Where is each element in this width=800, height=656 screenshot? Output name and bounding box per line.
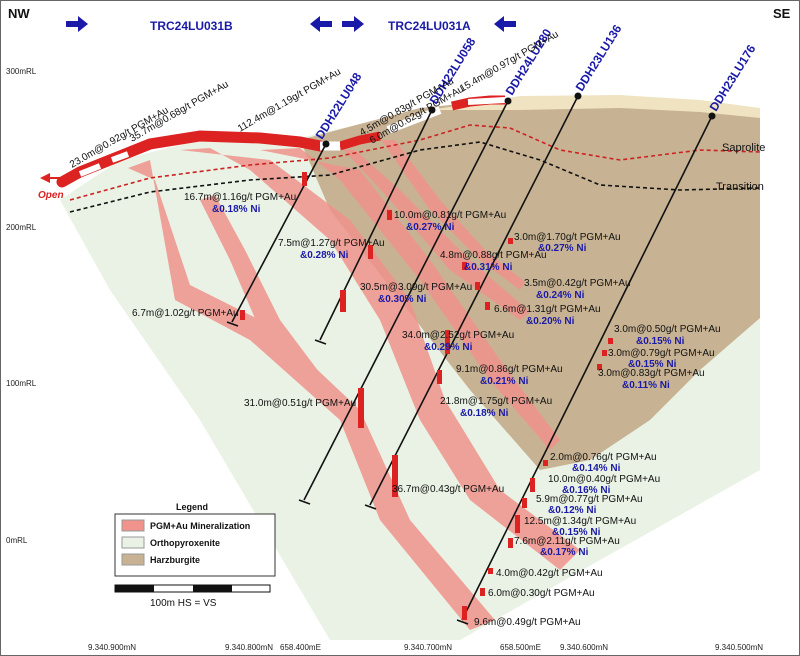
- intercept-pgm: 6.0m@0.30g/t PGM+Au: [488, 588, 595, 599]
- northing-700: 9.340.700mN: [404, 643, 452, 652]
- intercept-pgm: 9.1m@0.86g/t PGM+Au: [456, 364, 563, 375]
- intercept-pgm: 3.0m@0.79g/t PGM+Au: [608, 348, 715, 359]
- intercept-pgm: 3.5m@0.42g/t PGM+Au: [524, 278, 631, 289]
- transition-line: [69, 141, 761, 213]
- surface-gap-2: [110, 151, 130, 163]
- scale-label: 100m HS = VS: [150, 598, 217, 609]
- intercept-pgm: 7.6m@2.11g/t PGM+Au: [514, 536, 620, 547]
- legend-item-label: Harzburgite: [150, 555, 200, 565]
- intercept-ni: &0.27% Ni: [538, 243, 587, 254]
- legend: Legend PGM+Au Mineralization Orthopyroxe…: [114, 502, 276, 577]
- legend-title: Legend: [176, 502, 208, 512]
- surface-mineralized-line-2: [338, 131, 381, 151]
- intercept-pgm: 10.0m@0.40g/t PGM+Au: [548, 474, 660, 485]
- elevation-100: 100mRL: [6, 379, 37, 388]
- intercept-pgm: 6.6m@1.31g/t PGM+Au: [494, 304, 601, 315]
- intercept-ni: &0.28% Ni: [300, 250, 349, 261]
- surface-cap: [430, 95, 760, 118]
- elevation-200: 200mRL: [6, 223, 37, 232]
- drill-holes: [231, 95, 713, 621]
- intercept-ni: &0.21% Ni: [480, 376, 529, 387]
- easting-400: 658.400mE: [280, 643, 321, 652]
- intercept-pgm: 3.0m@1.70g/t PGM+Au: [514, 232, 621, 243]
- section-label-b: TRC24LU031B: [150, 19, 233, 33]
- intercept-ni: &0.11% Ni: [622, 380, 670, 391]
- section-label-a: TRC24LU031A: [388, 19, 471, 33]
- intercept-ni: &0.30% Ni: [378, 294, 427, 305]
- arrow-left-icon: [494, 16, 516, 32]
- intercept-pgm: 36.7m@0.43g/t PGM+Au: [392, 484, 504, 495]
- intercept-pgm: 12.5m@1.34g/t PGM+Au: [524, 516, 636, 527]
- intercept-ni: &0.24% Ni: [536, 290, 585, 301]
- mineralization-bands: [128, 138, 580, 630]
- legend-swatch: [121, 519, 145, 532]
- arrow-right-icon: [342, 16, 364, 32]
- intercept-pgm: 30.5m@3.09g/t PGM+Au: [360, 282, 472, 293]
- intercept-pgm: 16.7m@1.16g/t PGM+Au: [184, 192, 296, 203]
- transition-label: Transition: [716, 181, 764, 193]
- intercept-pgm: 3.0m@0.50g/t PGM+Au: [614, 324, 721, 335]
- intercept-ni: &0.15% Ni: [552, 527, 601, 538]
- intercept-pgm: 31.0m@0.51g/t PGM+Au: [244, 398, 356, 409]
- elevation-300: 300mRL: [6, 67, 37, 76]
- easting-500: 658.500mE: [500, 643, 541, 652]
- arrow-right-icon: [66, 16, 88, 32]
- intercept-ticks: [240, 172, 613, 620]
- northing-600: 9.340.600mN: [560, 643, 608, 652]
- legend-item-label: Orthopyroxenite: [150, 538, 220, 548]
- legend-swatch: [121, 553, 145, 566]
- harzburgite-body: [300, 98, 760, 470]
- intercept-pgm: 2.0m@0.76g/t PGM+Au: [550, 452, 657, 463]
- elevation-0: 0mRL: [6, 536, 28, 545]
- intercept-pgm: 4.0m@0.42g/t PGM+Au: [496, 568, 603, 579]
- intercept-pgm: 9.6m@0.49g/t PGM+Au: [474, 617, 581, 628]
- intercept-pgm: 6.7m@1.02g/t PGM+Au: [132, 308, 239, 319]
- intercept-ni: &0.31% Ni: [464, 262, 513, 273]
- intercept-ni: &0.27% Ni: [406, 222, 455, 233]
- intercept-pgm: 7.5m@1.27g/t PGM+Au: [278, 238, 385, 249]
- open-arrow-icon: [40, 173, 50, 183]
- section-arrows: [66, 16, 516, 32]
- intercept-ni: &0.15% Ni: [628, 359, 677, 370]
- saprolite-line: [69, 124, 761, 201]
- northing-800: 9.340.800mN: [225, 643, 273, 652]
- intercept-ni: &0.16% Ni: [562, 485, 611, 496]
- intercept-pgm: 21.8m@1.75g/t PGM+Au: [440, 396, 552, 407]
- intercept-ni: &0.20% Ni: [526, 316, 575, 327]
- intercept-labels: 16.7m@1.16g/t PGM+Au &0.18% Ni 7.5m@1.27…: [132, 192, 721, 628]
- intercept-ni: &0.15% Ni: [636, 336, 685, 347]
- intercept-ni: &0.29% Ni: [424, 342, 473, 353]
- northing-500: 9.340.500mN: [715, 643, 763, 652]
- intercept-ni: &0.17% Ni: [540, 547, 589, 558]
- legend-item-label: PGM+Au Mineralization: [150, 521, 250, 531]
- surface-gap-5: [467, 97, 506, 105]
- scale-bar: 100m HS = VS: [114, 584, 271, 609]
- intercept-ni: &0.18% Ni: [460, 408, 509, 419]
- orientation-se: SE: [773, 6, 791, 21]
- collars: [322, 92, 716, 148]
- intercept-pgm: 3.0m@0.83g/t PGM+Au: [598, 368, 705, 379]
- orientation-nw: NW: [8, 6, 30, 21]
- intercept-ni: &0.18% Ni: [212, 204, 261, 215]
- arrow-left-icon: [310, 16, 332, 32]
- intercept-ni: &0.14% Ni: [572, 463, 621, 474]
- legend-swatch: [121, 536, 145, 549]
- surface-gap-1: [78, 163, 102, 177]
- intercept-pgm: 4.8m@0.88g/t PGM+Au: [440, 250, 547, 261]
- intercept-ni: &0.12% Ni: [548, 505, 597, 516]
- northing-900: 9.340.900mN: [88, 643, 136, 652]
- intercept-pgm: 5.9m@0.77g/t PGM+Au: [536, 494, 643, 505]
- hole-end-ticks: [226, 321, 469, 625]
- open-label: Open: [38, 190, 64, 201]
- intercept-pgm: 34.0m@2.52g/t PGM+Au: [402, 330, 514, 341]
- saprolite-label: Saprolite: [722, 142, 765, 154]
- intercept-pgm: 10.0m@0.81g/t PGM+Au: [394, 210, 506, 221]
